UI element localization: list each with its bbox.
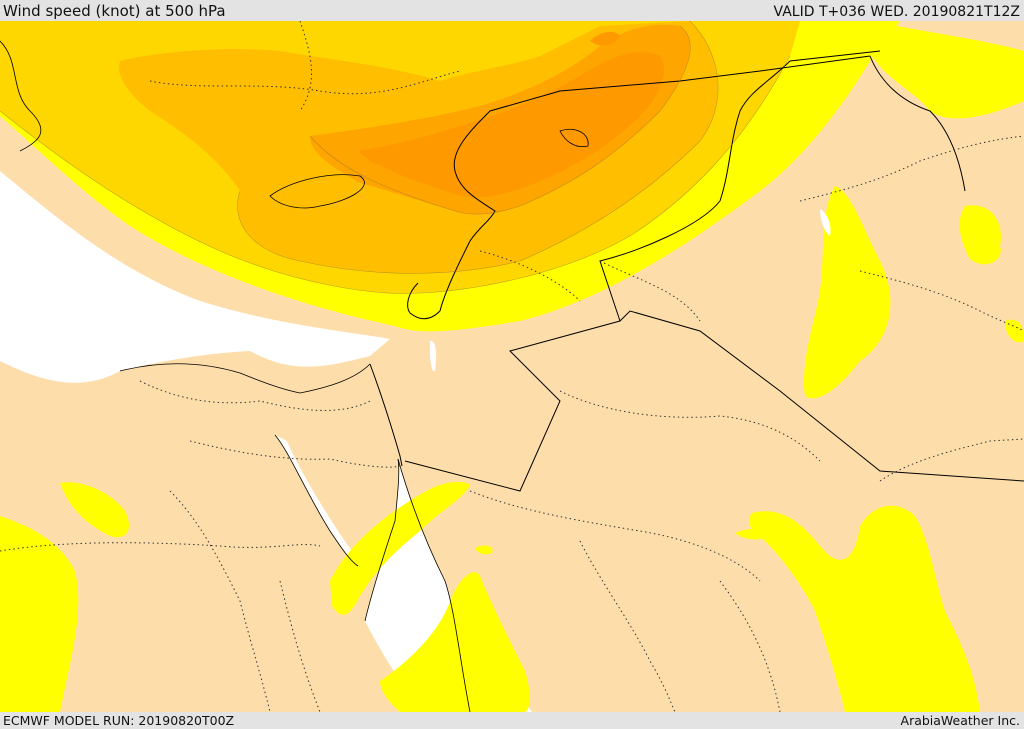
footer-bar [0, 712, 1024, 729]
wind-band-dark-orange-east [590, 31, 620, 46]
credit: ArabiaWeather Inc. [900, 713, 1020, 728]
country-borders [369, 50, 1024, 492]
regional-boundaries [0, 21, 1024, 712]
valid-time: VALID T+036 WED. 20190821T12Z [773, 4, 1020, 20]
gulf-of-suez [275, 435, 358, 566]
yellow-patch-west-1 [0, 516, 79, 712]
yellow-patch-small-1 [735, 529, 770, 540]
wind-contours [0, 21, 791, 294]
wind-speed-map[interactable] [0, 21, 1024, 712]
lake-east [820, 209, 831, 236]
yellow-patch-south-east [748, 505, 980, 712]
yellow-patch-ne-1 [870, 21, 1024, 119]
header-bar [0, 0, 1024, 21]
map-title: Wind speed (knot) at 500 hPa [3, 2, 226, 20]
yellow-patch-small-2 [475, 545, 493, 555]
dead-sea [429, 340, 437, 372]
yellow-patch-west-2 [60, 482, 130, 538]
coastlines [0, 40, 589, 712]
yellow-patch-east-3 [1005, 319, 1024, 343]
yellow-patch-sinai [330, 481, 470, 615]
model-run: ECMWF MODEL RUN: 20190820T00Z [3, 713, 235, 728]
yellow-patch-east-1 [803, 186, 891, 399]
yellow-patch-red-sea [380, 572, 530, 712]
yellow-patch-east-2 [959, 205, 1001, 265]
mediterranean-sea [0, 171, 390, 383]
